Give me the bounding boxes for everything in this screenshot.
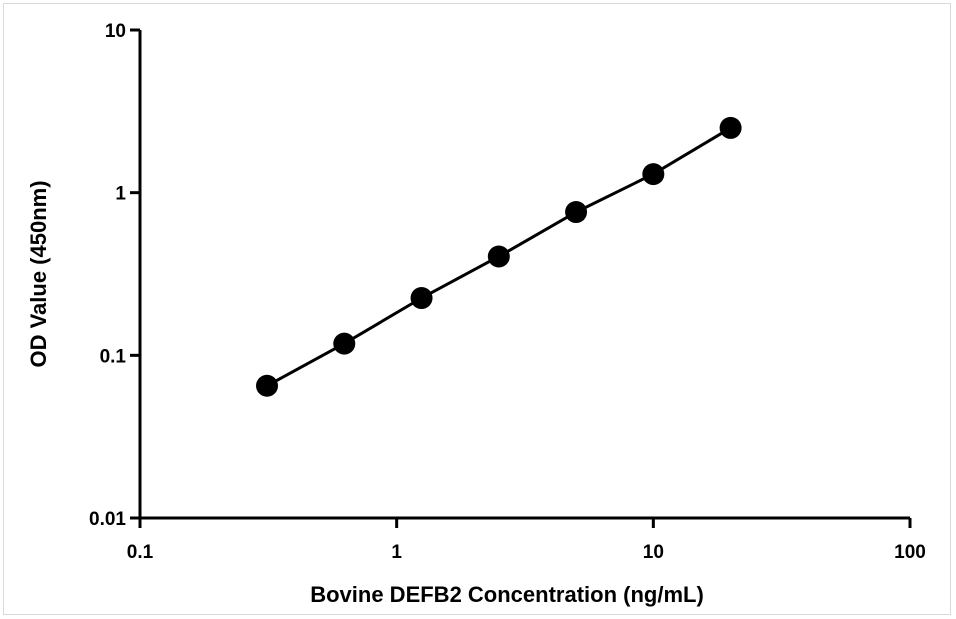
data-point bbox=[333, 332, 356, 355]
data-point bbox=[410, 287, 433, 310]
x-tick-label: 1 bbox=[391, 542, 402, 563]
data-point bbox=[642, 163, 665, 186]
x-axis-title: Bovine DEFB2 Concentration (ng/mL) bbox=[310, 582, 704, 607]
y-tick-label: 10 bbox=[105, 21, 126, 42]
data-point bbox=[719, 116, 742, 139]
x-tick-label: 10 bbox=[643, 542, 664, 563]
y-axis-title: OD Value (450nm) bbox=[26, 180, 51, 367]
data-point bbox=[565, 201, 588, 224]
x-tick-label: 0.1 bbox=[127, 542, 154, 563]
x-tick-label: 100 bbox=[894, 542, 926, 563]
plot-area bbox=[256, 116, 742, 397]
chart-frame bbox=[3, 3, 951, 615]
y-tick-label: 0.01 bbox=[89, 509, 126, 530]
y-tick-label: 1 bbox=[115, 184, 126, 205]
data-point bbox=[487, 245, 510, 268]
data-point bbox=[256, 374, 279, 397]
y-tick-label: 0.1 bbox=[100, 346, 127, 367]
